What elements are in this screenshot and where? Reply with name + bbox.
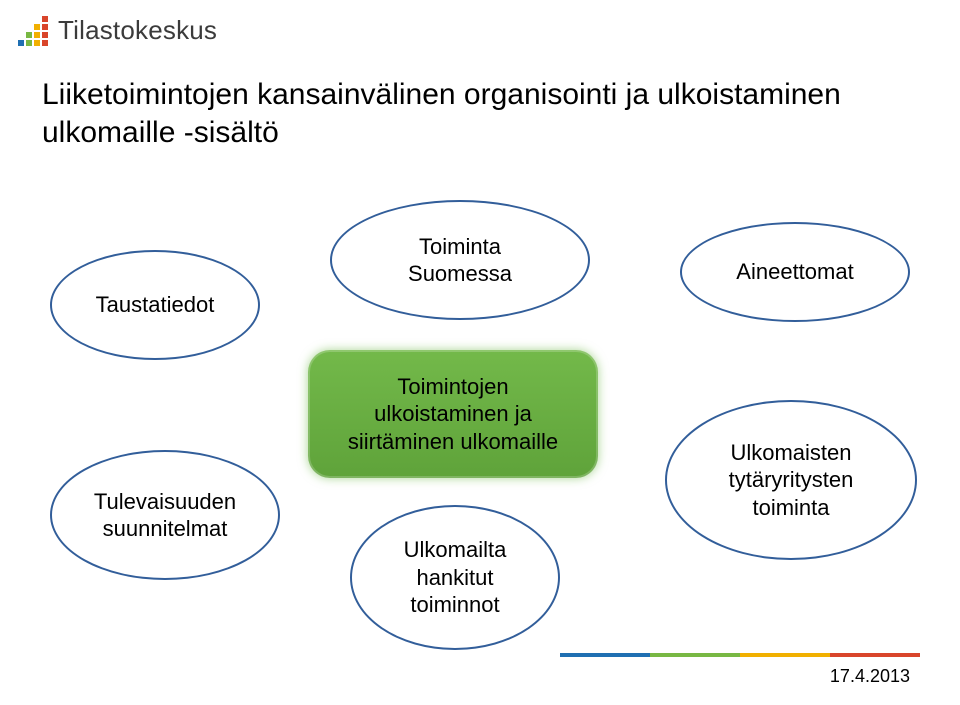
footer-seg: [650, 653, 740, 657]
logo-cell: [34, 40, 40, 46]
node-label: Toimintojenulkoistaminen jasiirtäminen u…: [348, 373, 558, 456]
slide-title: Liiketoimintojen kansainvälinen organiso…: [42, 76, 900, 151]
logo-cell: [42, 40, 48, 46]
logo-cell: [26, 40, 32, 46]
logo-cell: [34, 32, 40, 38]
node-label: Ulkomaistentytäryritystentoiminta: [729, 439, 854, 522]
logo-cell: [42, 16, 48, 22]
logo-cell: [18, 40, 24, 46]
node-aineettomat: Aineettomat: [680, 222, 910, 322]
node-label: ToimintaSuomessa: [408, 233, 512, 288]
logo-mark-icon: [18, 14, 50, 46]
node-label: Tulevaisuudensuunnitelmat: [94, 488, 236, 543]
footer-seg: [560, 653, 650, 657]
logo-cell: [42, 32, 48, 38]
slide: Tilastokeskus Liiketoimintojen kansainvä…: [0, 0, 960, 705]
node-label: Ulkomailtahankituttoiminnot: [404, 536, 507, 619]
node-tulevaisuuden: Tulevaisuudensuunnitelmat: [50, 450, 280, 580]
node-ulkomailta: Ulkomailtahankituttoiminnot: [350, 505, 560, 650]
node-toimintojen: Toimintojenulkoistaminen jasiirtäminen u…: [308, 350, 598, 478]
footer-seg: [830, 653, 920, 657]
logo: Tilastokeskus: [18, 14, 217, 46]
footer-date: 17.4.2013: [830, 666, 910, 687]
logo-cell: [42, 24, 48, 30]
node-ulkomaisten: Ulkomaistentytäryritystentoiminta: [665, 400, 917, 560]
footer-line: [560, 653, 920, 657]
node-label: Taustatiedot: [96, 291, 215, 319]
node-toiminta-suomessa: ToimintaSuomessa: [330, 200, 590, 320]
footer-seg: [740, 653, 830, 657]
logo-cell: [34, 24, 40, 30]
node-taustatiedot: Taustatiedot: [50, 250, 260, 360]
node-label: Aineettomat: [736, 258, 853, 286]
logo-text: Tilastokeskus: [58, 15, 217, 46]
logo-cell: [26, 32, 32, 38]
